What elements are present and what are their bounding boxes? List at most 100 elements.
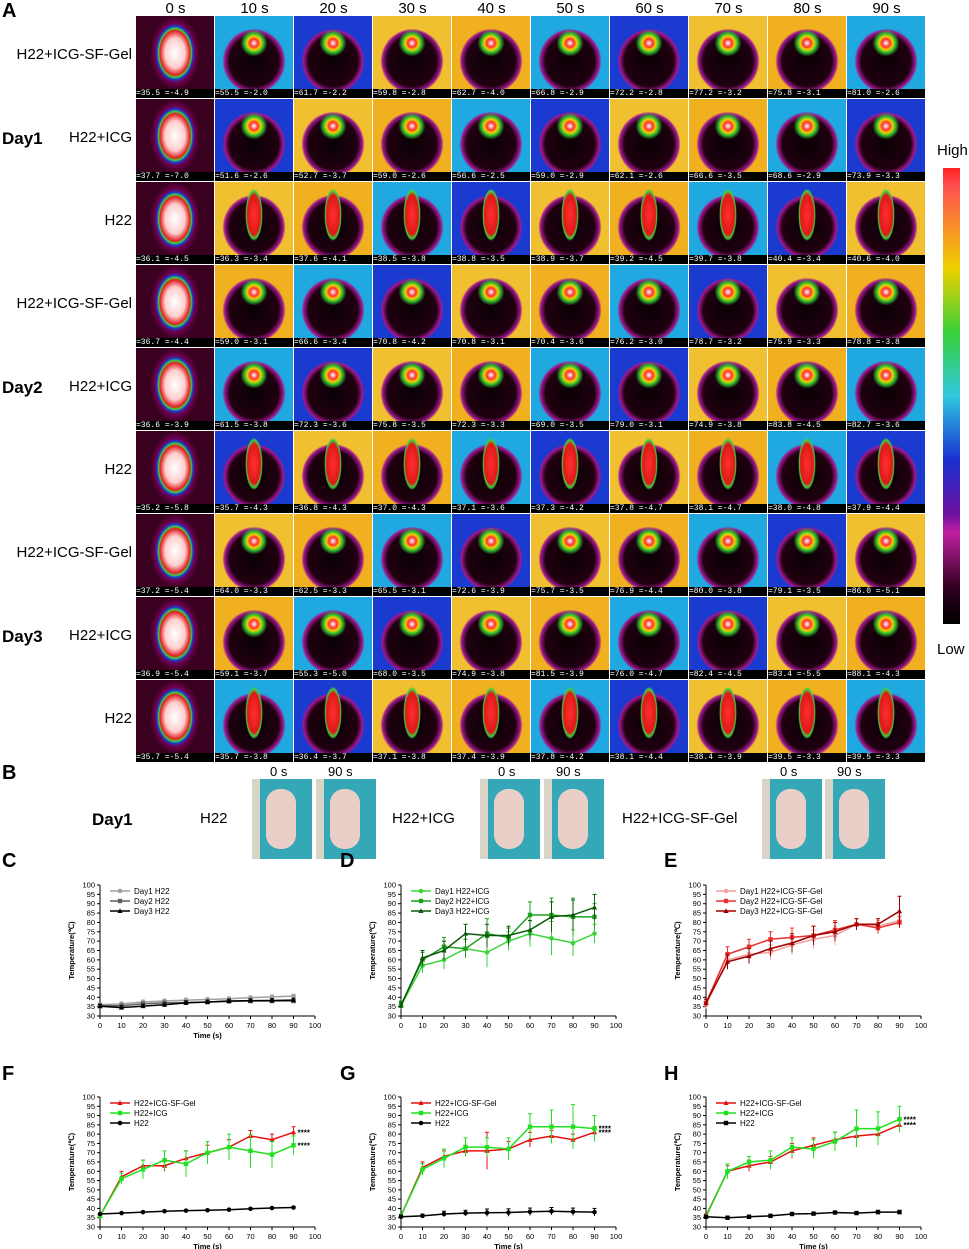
group-label: H22+ICG-SF-Gel xyxy=(16,46,132,63)
y-axis-label: Temperature(℃) xyxy=(67,1132,76,1191)
significance-mark: **** xyxy=(904,1115,917,1124)
x-tick-label: 30 xyxy=(160,1232,168,1241)
temperature-readout: =56.6 =-2.5 xyxy=(452,172,530,181)
data-point xyxy=(549,936,554,941)
x-tick-label: 50 xyxy=(203,1232,211,1241)
thermal-image: =37.6 =-4.1 xyxy=(294,182,372,264)
chart-D: 0 10 20 30 40 50 60 70 80 90 100303540455055606570… xyxy=(368,881,622,1031)
y-tick-label: 60 xyxy=(87,955,95,964)
temperature-readout: =52.7 =-3.7 xyxy=(294,172,372,181)
data-point xyxy=(463,946,468,951)
temperature-readout: =66.8 =-2.9 xyxy=(531,89,609,98)
data-point xyxy=(140,999,146,1005)
x-tick-label: 70 xyxy=(246,1021,254,1030)
data-point xyxy=(789,1211,795,1217)
y-tick-label: 75 xyxy=(693,927,701,936)
temperature-readout: =38.4 =-3.9 xyxy=(689,753,767,762)
thermal-image: =37.8 =-4.7 xyxy=(610,431,688,513)
thermal-image: =64.0 =-3.3 xyxy=(215,514,293,596)
y-tick-label: 60 xyxy=(87,1167,95,1176)
y-tick-label: 65 xyxy=(388,946,396,955)
y-tick-label: 90 xyxy=(87,899,95,908)
group-label: H22 xyxy=(104,710,132,727)
data-point xyxy=(767,1159,774,1164)
data-point xyxy=(767,945,774,951)
x-axis-label: Time (s) xyxy=(193,1031,222,1040)
temperature-readout: =77.2 =-3.2 xyxy=(689,89,767,98)
x-axis-label: Time (s) xyxy=(799,1242,828,1249)
thermal-image: =79.1 =-3.5 xyxy=(768,514,846,596)
data-point xyxy=(875,1131,881,1137)
x-tick-label: 20 xyxy=(139,1232,147,1241)
data-point xyxy=(419,1164,426,1170)
day-label: Day1 xyxy=(2,129,43,148)
x-tick-label: 10 xyxy=(418,1232,426,1241)
data-point xyxy=(226,1144,232,1150)
day-label: Day3 xyxy=(2,627,43,646)
legend-label: H22+ICG-SF-Gel xyxy=(435,1099,497,1108)
legend-marker xyxy=(117,888,123,894)
photo-time-label: 90 s xyxy=(328,764,353,779)
data-point xyxy=(570,1124,576,1129)
y-tick-label: 30 xyxy=(693,1223,701,1232)
data-point xyxy=(463,1144,468,1150)
y-tick-label: 95 xyxy=(388,1102,396,1111)
series-line xyxy=(400,906,595,1007)
y-tick-label: 70 xyxy=(388,937,396,946)
significance-mark: **** xyxy=(599,1125,612,1134)
legend-marker xyxy=(117,908,123,913)
data-point xyxy=(505,932,512,938)
temperature-readout: =62.7 =-4.0 xyxy=(452,89,530,98)
thermal-image: =68.0 =-3.5 xyxy=(373,597,451,679)
data-point xyxy=(703,1000,709,1005)
y-tick-label: 85 xyxy=(388,1120,396,1129)
thermal-image: =77.2 =-3.2 xyxy=(689,16,767,98)
data-point xyxy=(875,923,881,929)
data-point xyxy=(420,963,425,968)
x-tick-label: 70 xyxy=(547,1232,555,1241)
thermal-image: =39.5 =-3.3 xyxy=(768,680,846,762)
y-tick-label: 45 xyxy=(693,983,701,992)
thermal-image: =38.4 =-3.9 xyxy=(689,680,767,762)
temperature-readout: =37.3 =-4.2 xyxy=(531,504,609,513)
data-point xyxy=(269,1136,275,1142)
thermal-image: =68.6 =-2.9 xyxy=(768,99,846,181)
thermal-image: =37.3 =-4.2 xyxy=(531,431,609,513)
data-point xyxy=(832,1136,838,1142)
data-point xyxy=(570,1209,576,1215)
data-point xyxy=(183,1000,189,1005)
data-point xyxy=(420,957,425,963)
data-point xyxy=(162,1000,167,1006)
legend-label: H22 xyxy=(134,1119,149,1128)
y-tick-label: 95 xyxy=(693,1102,701,1111)
data-point xyxy=(140,1167,146,1172)
thermal-image: =39.2 =-4.5 xyxy=(610,182,688,264)
thermal-image: =59.1 =-3.7 xyxy=(215,597,293,679)
temperature-readout: =76.2 =-3.0 xyxy=(610,338,688,347)
temperature-readout: =37.1 =-3.8 xyxy=(373,753,451,762)
scale-high-label: High xyxy=(937,142,968,159)
data-point xyxy=(506,1146,511,1152)
x-tick-label: 50 xyxy=(809,1232,817,1241)
data-point xyxy=(441,1156,447,1161)
data-point xyxy=(269,1205,275,1211)
data-point xyxy=(162,1208,167,1214)
temperature-readout: =37.9 =-4.4 xyxy=(847,504,925,513)
temperature-readout: =61.5 =-3.8 xyxy=(215,421,293,430)
data-point xyxy=(419,955,426,960)
y-tick-label: 95 xyxy=(87,1102,95,1111)
y-tick-label: 40 xyxy=(388,993,396,1002)
temperature-readout: =78.8 =-3.8 xyxy=(847,338,925,347)
series-line xyxy=(400,1125,595,1217)
data-point xyxy=(746,1162,752,1168)
thermal-image: =35.7 =-5.4 xyxy=(136,680,214,762)
thermal-image: =38.8 =-3.5 xyxy=(452,182,530,264)
data-point xyxy=(140,1209,146,1215)
y-tick-label: 55 xyxy=(693,1176,701,1185)
y-tick-label: 80 xyxy=(87,918,95,927)
x-tick-label: 90 xyxy=(590,1232,598,1241)
data-point xyxy=(527,1124,533,1129)
data-point xyxy=(119,1001,124,1007)
temperature-readout: =39.2 =-4.5 xyxy=(610,255,688,264)
thermal-image: =72.6 =-3.9 xyxy=(452,514,530,596)
